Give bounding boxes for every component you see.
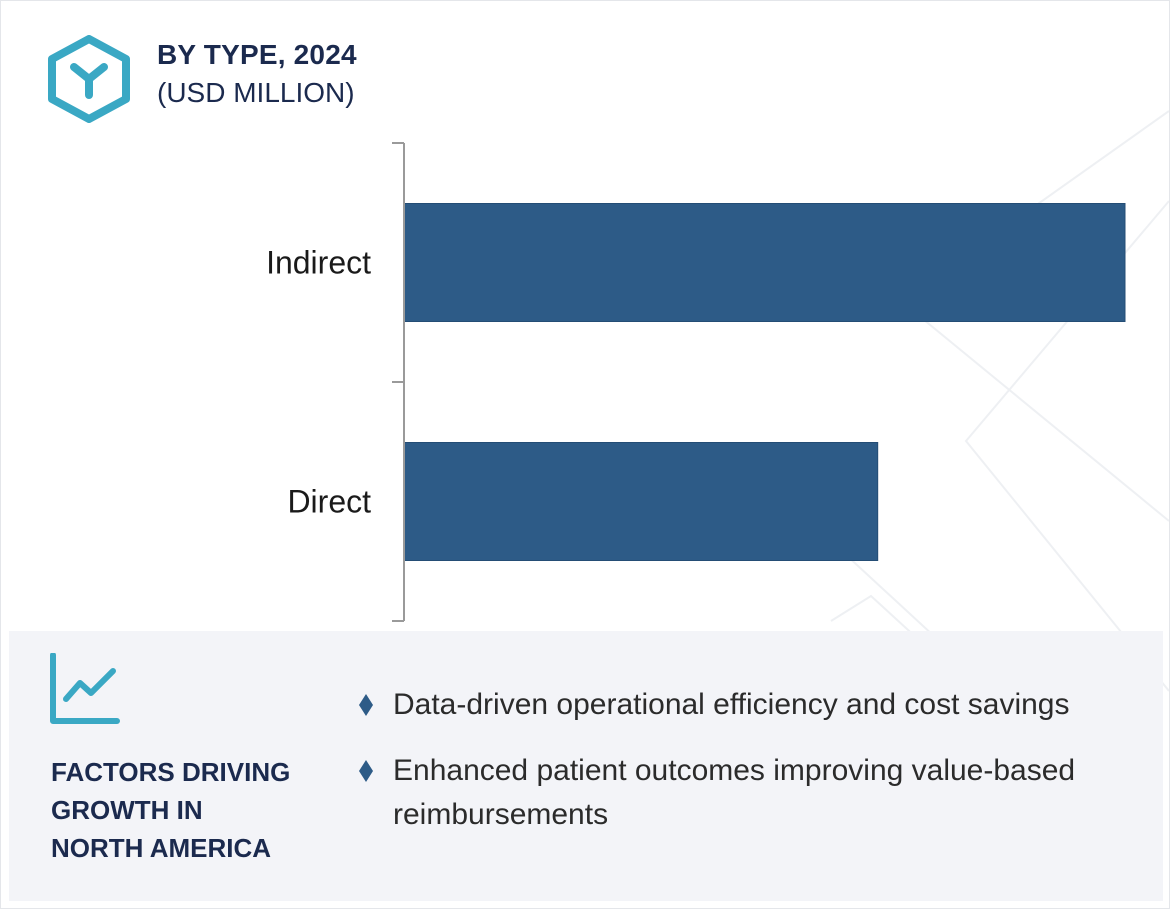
factor-text: Enhanced patient outcomes improving valu…: [393, 754, 1076, 831]
line-chart-trend-icon: [50, 653, 120, 724]
bar-chart: Indirect Direct: [266, 142, 1126, 622]
hexagon-y-logo-icon: [48, 35, 130, 123]
category-label: Indirect: [266, 245, 371, 281]
factors-list: Data-driven operational efficiency and c…: [355, 683, 1145, 859]
factors-heading-line: FACTORS DRIVING: [51, 757, 291, 787]
chart-title: BY TYPE, 2024: [157, 39, 357, 70]
factor-item: Enhanced patient outcomes improving valu…: [355, 749, 1145, 837]
category-label: Direct: [287, 484, 371, 520]
factor-text: Data-driven operational efficiency and c…: [393, 688, 1070, 721]
bar-direct: [403, 442, 879, 561]
factors-heading-line: GROWTH IN: [51, 795, 203, 825]
factors-heading-line: NORTH AMERICA: [51, 833, 272, 863]
factor-item: Data-driven operational efficiency and c…: [355, 683, 1145, 727]
factors-panel: FACTORS DRIVING GROWTH IN NORTH AMERICA …: [9, 631, 1163, 901]
factors-heading: FACTORS DRIVING GROWTH IN NORTH AMERICA: [51, 753, 321, 867]
bar-indirect: [403, 203, 1126, 322]
diamond-bullet-icon: [359, 694, 373, 716]
chart-subtitle: (USD MILLION): [157, 77, 355, 108]
diamond-bullet-icon: [359, 760, 373, 782]
